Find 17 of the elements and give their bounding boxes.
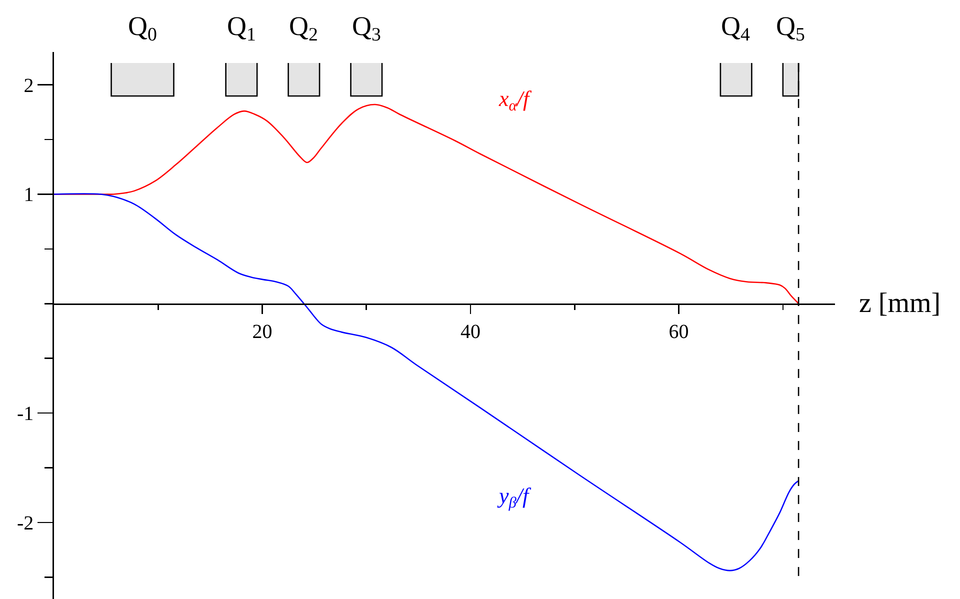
y-tick-label: -1 [17,403,34,426]
y-tick-label: 1 [24,184,34,206]
x-tick-label: 40 [460,320,481,343]
y-tick-label: -2 [17,512,34,534]
band-label: Q$_{2}$ [289,11,318,46]
band-label: Q$_{4}$ [721,11,750,46]
series-label: y$_{β}$/f [497,483,532,512]
y-tick-label: 2 [24,74,34,97]
series-label: x$_{α}$/f [498,86,532,115]
band-label: Q$_{5}$ [776,11,805,46]
band-label: Q$_{1}$ [227,11,256,46]
band-label: Q$_{0}$ [128,11,157,46]
x-tick-label: 60 [668,320,689,343]
x-tick-label: 20 [252,320,272,343]
x-axis-title: z [mm] [859,288,941,319]
line-series [54,193,800,572]
band-label: Q$_{3}$ [352,11,381,46]
